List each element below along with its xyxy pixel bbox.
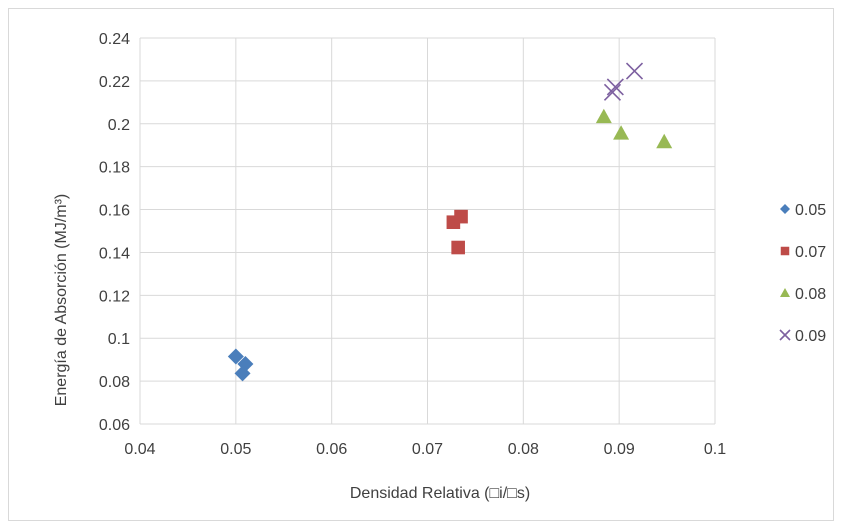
data-point-square — [451, 240, 465, 255]
x-tick-label: 0.05 — [220, 441, 251, 458]
data-points — [227, 62, 673, 382]
y-tick-label: 0.16 — [99, 203, 130, 220]
x-tick-label: 0.09 — [604, 441, 635, 458]
y-tick-label: 0.14 — [99, 245, 130, 262]
legend-marker-triangle — [780, 288, 790, 297]
y-tick-label: 0.08 — [99, 374, 130, 391]
legend-label: 0.05 — [795, 202, 826, 219]
x-tick-labels: 0.04 0.05 0.06 0.07 0.08 0.09 0.1 — [124, 441, 726, 458]
data-point-diamond — [227, 348, 244, 365]
legend-marker-x — [779, 329, 791, 341]
data-point-triangle — [656, 133, 673, 149]
legend-label: 0.08 — [795, 286, 826, 303]
y-tick-label: 0.12 — [99, 288, 130, 305]
y-tick-label: 0.2 — [108, 117, 130, 134]
y-axis-title: Energía de Absorción (MJ/m³) — [53, 194, 70, 407]
x-tick-label: 0.07 — [412, 441, 443, 458]
chart-frame — [8, 8, 834, 521]
legend-label: 0.07 — [795, 244, 826, 261]
legend-marker-square — [780, 246, 790, 256]
x-tick-label: 0.08 — [508, 441, 539, 458]
data-point-x — [606, 78, 624, 96]
data-point-square — [454, 209, 468, 224]
data-point-diamond — [234, 365, 251, 382]
legend-marker-diamond — [780, 204, 790, 214]
x-tick-label: 0.1 — [704, 441, 726, 458]
data-point-x — [625, 62, 644, 80]
y-tick-label: 0.18 — [99, 160, 130, 177]
x-tick-label: 0.06 — [316, 441, 347, 458]
x-axis-title: Densidad Relativa (□i/□s) — [350, 485, 530, 502]
data-point-x — [603, 83, 622, 101]
legend-label: 0.09 — [795, 328, 826, 345]
y-tick-label: 0.22 — [99, 74, 130, 91]
data-point-triangle — [595, 108, 612, 124]
y-tick-label: 0.1 — [108, 331, 130, 348]
data-point-triangle — [613, 125, 630, 140]
y-tick-label: 0.24 — [99, 31, 130, 48]
x-tick-label: 0.04 — [124, 441, 155, 458]
y-tick-labels: 0.06 0.08 0.1 0.12 0.14 0.16 0.18 0.2 0.22 0.24 — [99, 31, 130, 434]
legend: 0.05 0.07 0.08 0.09 — [779, 202, 826, 345]
y-tick-label: 0.06 — [99, 417, 130, 434]
gridlines — [139, 37, 716, 425]
